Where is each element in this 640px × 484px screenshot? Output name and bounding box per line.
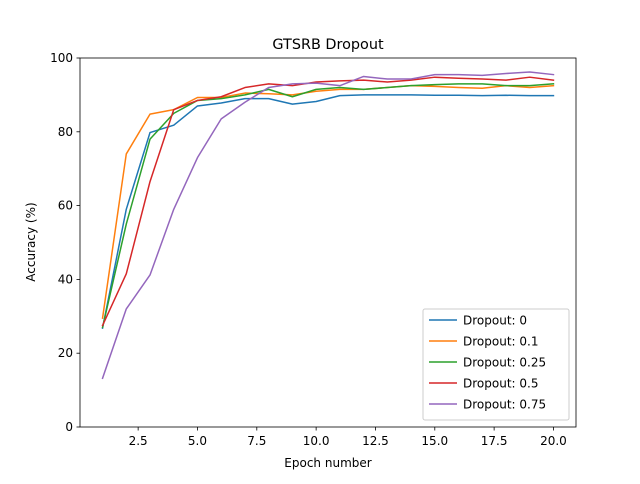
series-line-4 [101, 71, 555, 380]
x-tick-label-6: 17.5 [481, 434, 508, 448]
x-tick-label-7: 20.0 [540, 434, 567, 448]
series-line-2 [101, 83, 555, 329]
x-tick-label-4: 12.5 [362, 434, 389, 448]
y-tick-label-4: 80 [58, 125, 73, 139]
axes-frame [79, 57, 577, 428]
y-tick-label-5: 100 [50, 51, 73, 65]
legend-label-1: Dropout: 0.1 [463, 335, 538, 349]
legend-label-0: Dropout: 0 [463, 314, 527, 328]
legend: Dropout: 0 Dropout: 0.1 Dropout: 0.25 Dropo… [422, 308, 570, 421]
legend-label-4: Dropout: 0.75 [463, 398, 546, 412]
x-tick-label-2: 7.5 [247, 434, 266, 448]
y-tick-label-0: 0 [65, 420, 73, 434]
x-tick-label-1: 5.0 [188, 434, 207, 448]
x-tick-label-3: 10.0 [303, 434, 330, 448]
x-axis-label: Epoch number [284, 456, 371, 470]
legend-label-3: Dropout: 0.5 [463, 377, 538, 391]
legend-label-2: Dropout: 0.25 [463, 356, 546, 370]
x-tick-label-0: 2.5 [129, 434, 148, 448]
y-tick-label-1: 20 [58, 346, 73, 360]
y-tick-label-2: 40 [58, 272, 73, 286]
legend-box [422, 308, 570, 421]
x-tick-label-5: 15.0 [421, 434, 448, 448]
series-line-0 [101, 94, 555, 329]
y-tick-label-3: 60 [58, 199, 73, 213]
plot-area: 2.5 5.0 7.5 10.0 12.5 15.0 17.5 20.0 0 20 40 60 80 10… [50, 51, 577, 448]
chart-title: GTSRB Dropout [272, 37, 384, 53]
series-line-3 [101, 76, 555, 327]
y-axis-label: Accuracy (%) [24, 202, 38, 281]
